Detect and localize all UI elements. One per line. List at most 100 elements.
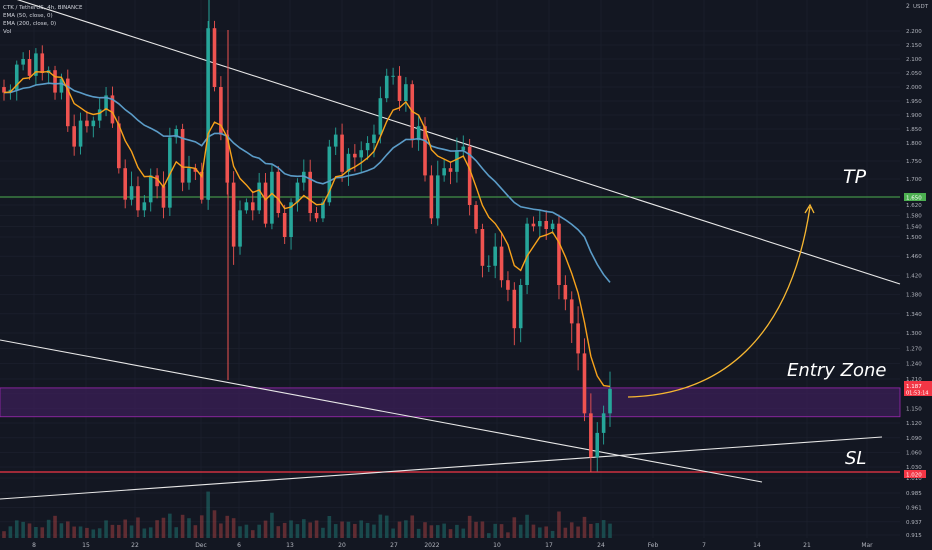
volume-bar	[8, 526, 13, 538]
trendline	[0, 339, 763, 483]
candle-body	[391, 75, 395, 77]
volume-bar	[117, 524, 121, 538]
time-tick-label: 7	[702, 542, 706, 549]
candle-body	[148, 175, 153, 203]
volume-bar	[295, 524, 300, 538]
candle-body	[65, 78, 70, 127]
tp-price-label: 1.650	[906, 196, 922, 202]
volume-bar	[589, 523, 593, 538]
volume-bar	[435, 525, 440, 538]
volume-bar	[340, 521, 344, 538]
time-tick-label: 8	[32, 542, 36, 549]
candle-body	[563, 285, 568, 300]
candle-body	[359, 150, 364, 158]
candle-body	[589, 413, 593, 458]
candle-body	[525, 223, 529, 285]
sl-price-tag: 1.020	[904, 470, 926, 479]
candle-body	[289, 202, 293, 237]
price-axis-top-label: 2	[906, 3, 910, 10]
candle-body	[263, 182, 268, 224]
price-axis[interactable]: 2 USDT 2.200 2.150 2.100 2.050 2.000 1.950 1.9…	[906, 3, 929, 539]
price-tick-label: 2.000	[906, 85, 922, 91]
time-tick-label: 27	[390, 542, 398, 549]
candle-body	[601, 413, 606, 433]
price-tick-label: 1.540	[906, 224, 922, 230]
candle-body	[174, 129, 179, 138]
candle-body	[225, 134, 230, 183]
volume-bar	[142, 528, 147, 538]
price-tick-label: 1.120	[906, 421, 922, 427]
price-tick-label: 1.460	[906, 254, 922, 260]
volume-bar	[34, 526, 38, 538]
volume-bar	[78, 526, 83, 538]
price-tick-label: 1.700	[906, 177, 922, 183]
volume-bar	[391, 528, 395, 538]
candle-body	[442, 168, 446, 176]
price-tick-label: 2.050	[906, 71, 922, 77]
candle-body	[467, 146, 472, 205]
trendlines[interactable]	[0, 0, 901, 500]
time-axis[interactable]: 8 15 22 Dec 6 13 20 27 2022 10 17 24 Feb 7 14 21 Mar	[32, 542, 873, 549]
volume-bar	[353, 523, 357, 538]
candle-body	[384, 75, 389, 99]
candle-body	[353, 153, 357, 158]
price-tick-label: 2.100	[906, 57, 922, 63]
volume-bar	[525, 514, 529, 538]
price-axis-unit: USDT	[913, 4, 929, 10]
volume-bar	[282, 522, 287, 538]
candle-body	[219, 87, 223, 135]
sl-price-label: 1.020	[906, 473, 922, 479]
price-tick-label: 0.937	[906, 520, 922, 526]
volume-bar	[212, 510, 217, 538]
candle-body	[544, 221, 549, 229]
price-tick-label: 1.030	[906, 465, 922, 471]
volume-bar	[608, 523, 612, 538]
volume-bar	[455, 524, 459, 538]
candle-body	[14, 64, 19, 90]
price-tick-label: 0.915	[906, 533, 922, 539]
price-tick-label: 1.750	[906, 159, 922, 165]
volume-bar	[512, 517, 517, 538]
volume-bar	[14, 520, 19, 538]
volume-bar	[582, 516, 587, 538]
candle-body	[91, 120, 96, 127]
candle-body	[608, 388, 612, 414]
candle-body	[595, 432, 600, 458]
volume-bar	[65, 521, 70, 538]
candle-body	[518, 285, 523, 329]
time-tick-label: 2022	[424, 542, 439, 549]
time-tick-label: 10	[493, 542, 501, 549]
volume-bar	[91, 529, 96, 538]
volume-bar	[346, 521, 351, 538]
volume-bar	[21, 521, 25, 538]
candle-body	[429, 175, 434, 219]
price-tick-label: 1.420	[906, 273, 922, 279]
price-tick-label: 1.850	[906, 127, 922, 133]
candle-body	[448, 168, 453, 172]
volume-bar	[397, 521, 402, 538]
time-tick-label: 14	[753, 542, 761, 549]
price-tick-label: 1.270	[906, 346, 922, 352]
entry-zone-band[interactable]	[0, 387, 901, 418]
candle-body	[129, 186, 134, 200]
volume-bar	[557, 511, 561, 538]
candle-body	[123, 168, 127, 200]
time-tick-label: Mar	[861, 542, 873, 549]
candle-body	[21, 59, 25, 65]
candle-body	[308, 171, 312, 213]
volume-bar	[487, 533, 491, 538]
price-tick-label: 1.340	[906, 312, 922, 318]
volume-bar	[563, 527, 568, 538]
candle-body	[569, 299, 574, 324]
candle-body	[187, 168, 191, 183]
volume-bar	[85, 527, 89, 538]
volume-bar	[595, 523, 600, 538]
candle-body	[327, 146, 332, 203]
candle-body	[372, 134, 376, 143]
volume-bar	[168, 513, 172, 538]
candle-body	[231, 182, 236, 247]
countdown-label: 01:53:14	[906, 391, 928, 397]
volume-bar	[448, 529, 453, 538]
